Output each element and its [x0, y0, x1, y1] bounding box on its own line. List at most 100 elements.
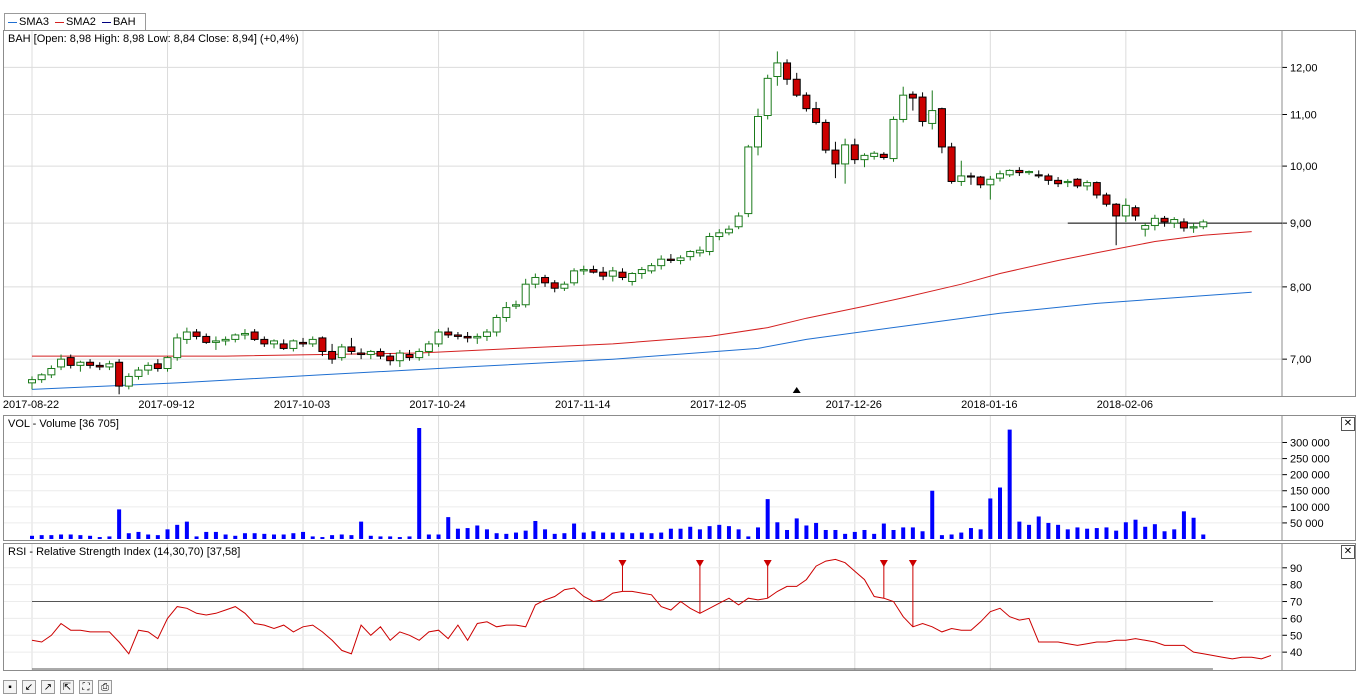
- candle-body: [734, 215, 743, 228]
- candle: [1150, 214, 1159, 231]
- legend-label-sma3: SMA3: [19, 16, 49, 28]
- candle: [173, 333, 182, 361]
- legend-item-bah: BAH: [101, 16, 136, 28]
- candle-body: [202, 335, 211, 343]
- candle-body: [86, 361, 95, 366]
- volume-bar: [330, 535, 335, 539]
- candle-body: [1083, 182, 1092, 187]
- volume-bar: [939, 535, 944, 539]
- volume-bar: [804, 525, 809, 539]
- candle: [715, 229, 724, 241]
- rsi-close-icon[interactable]: ✕: [1341, 545, 1355, 559]
- price-ytick-label: 10,00: [1290, 161, 1318, 173]
- save-icon[interactable]: ▪: [3, 680, 17, 694]
- rsi-ytick-label: 50: [1290, 630, 1302, 642]
- volume-bar: [707, 526, 712, 539]
- candle-body: [831, 149, 840, 165]
- candle-body: [899, 94, 908, 120]
- volume-bar: [1191, 517, 1196, 539]
- volume-bar: [610, 532, 615, 539]
- volume-bar: [388, 536, 393, 539]
- candle: [802, 92, 811, 112]
- volume-bar: [668, 528, 673, 539]
- rsi-line: [31, 558, 1272, 660]
- candle: [337, 343, 346, 361]
- candle: [870, 151, 879, 160]
- candle-body: [260, 338, 269, 345]
- candle-body: [647, 265, 656, 272]
- candle-body: [211, 340, 220, 343]
- x-axis: 2017-08-22 2017-09-12 2017-10-03 2017-10-24…: [3, 396, 1283, 414]
- zoom-in-icon[interactable]: ↗: [41, 680, 55, 694]
- candle: [405, 349, 414, 361]
- rsi-ytick-label: 70: [1290, 597, 1302, 609]
- candle: [947, 142, 956, 184]
- price-chart[interactable]: 7,00 8,00 9,00 10,00 11,00 12,00: [4, 31, 1355, 396]
- price-ytick-label: 8,00: [1290, 282, 1311, 294]
- candle: [957, 160, 966, 186]
- candle-body: [1141, 225, 1150, 230]
- candle-body: [182, 331, 191, 340]
- candle-body: [570, 270, 579, 284]
- volume-bar: [1104, 527, 1109, 539]
- candle-body: [1112, 203, 1121, 217]
- candle: [144, 362, 153, 375]
- candle-body: [57, 358, 66, 368]
- volume-bar: [78, 535, 83, 539]
- volume-bar: [136, 531, 141, 539]
- print-icon[interactable]: ⎙: [98, 680, 112, 694]
- candle-body: [28, 379, 36, 384]
- candle-body: [1073, 178, 1082, 187]
- rsi-chart[interactable]: 40 50 60 70 80 90: [4, 544, 1355, 670]
- volume-bar: [833, 529, 838, 539]
- candle: [908, 91, 917, 111]
- candle: [299, 337, 308, 347]
- volume-bar: [514, 532, 518, 539]
- candle: [357, 348, 366, 360]
- volume-bar: [126, 533, 131, 539]
- candle-body: [95, 364, 104, 368]
- volume-bar: [339, 534, 344, 539]
- candle: [473, 333, 482, 344]
- volume-bar: [968, 528, 973, 539]
- candle: [579, 265, 588, 275]
- candle-body: [1044, 175, 1053, 181]
- candle-body: [1131, 207, 1140, 217]
- candle: [918, 92, 927, 127]
- price-ytick-label: 9,00: [1290, 218, 1311, 230]
- volume-bar: [223, 534, 228, 539]
- volume-bar: [765, 499, 770, 539]
- rsi-panel[interactable]: 40 50 60 70 80 90 RSI - Relative Strength Ind…: [3, 543, 1356, 671]
- candle-body: [1025, 171, 1034, 174]
- volume-chart[interactable]: 50 000 100 000 150 000 200 000 250 000 300 00…: [4, 416, 1355, 540]
- candle-body: [608, 270, 617, 277]
- volume-bar: [465, 528, 470, 539]
- candle-body: [589, 269, 598, 273]
- zoom-out-icon[interactable]: ↙: [22, 680, 36, 694]
- fit-icon[interactable]: ⛶: [79, 680, 93, 694]
- candle: [541, 274, 550, 287]
- candle: [366, 349, 375, 360]
- candle: [686, 250, 695, 261]
- candle: [492, 314, 501, 337]
- volume-bar: [910, 527, 915, 539]
- candle: [1034, 170, 1043, 179]
- candle-body: [386, 355, 395, 362]
- candle-body: [850, 144, 859, 161]
- volume-bar: [659, 532, 664, 539]
- candle: [444, 327, 453, 338]
- candle-body: [841, 144, 850, 165]
- candle: [105, 360, 114, 371]
- volume-bar: [639, 532, 644, 539]
- candle-body: [918, 96, 927, 122]
- volume-bar: [649, 533, 654, 539]
- volume-bar: [1065, 529, 1070, 539]
- volume-close-icon[interactable]: ✕: [1341, 417, 1355, 431]
- x-axis-label: 2017-08-22: [2, 399, 60, 411]
- candle-body: [996, 173, 1004, 179]
- zoom-reset-icon[interactable]: ⇱: [60, 680, 74, 694]
- candle: [1102, 192, 1111, 207]
- candle-body: [599, 271, 608, 277]
- price-panel[interactable]: 7,00 8,00 9,00 10,00 11,00 12,00 BAH [Open: 8…: [3, 30, 1356, 397]
- volume-panel[interactable]: 50 000 100 000 150 000 200 000 250 000 300 00…: [3, 415, 1356, 541]
